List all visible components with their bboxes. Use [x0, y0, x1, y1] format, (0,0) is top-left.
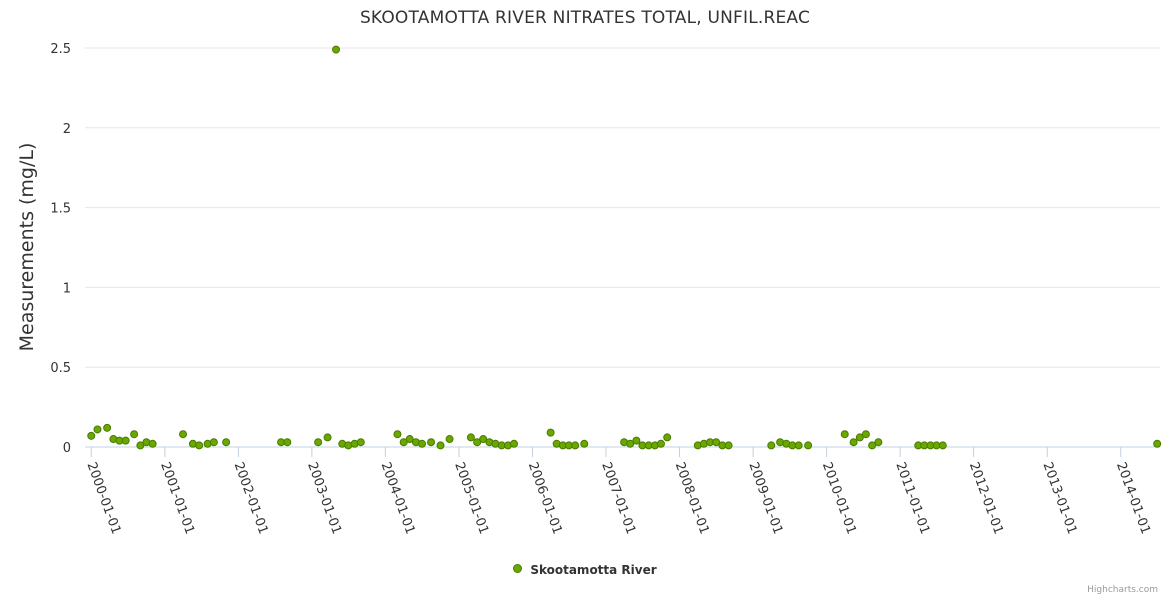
grid-layer	[85, 47, 1160, 448]
y-tick-label: 0	[63, 441, 71, 456]
y-tick-label: 2.5	[50, 42, 71, 57]
data-point[interactable]	[393, 430, 402, 439]
data-point[interactable]	[323, 433, 332, 442]
x-tick-label: 2000-01-01	[83, 460, 123, 536]
y-axis-label: Measurements (mg/L)	[16, 143, 38, 352]
x-tick-label: 2002-01-01	[231, 460, 271, 536]
x-axis: 2000-01-01 2001-01-01 2002-01-01 2003-01-01…	[83, 447, 1153, 536]
data-point[interactable]	[626, 439, 635, 448]
x-tick-label: 2011-01-01	[892, 460, 932, 536]
x-tick-label: 2008-01-01	[672, 460, 712, 536]
data-point[interactable]	[861, 430, 870, 439]
data-point[interactable]	[356, 438, 365, 447]
x-tick-label: 2013-01-01	[1040, 460, 1080, 536]
y-tick-label: 0.5	[50, 361, 71, 376]
data-point[interactable]	[405, 435, 414, 444]
x-tick-label: 2001-01-01	[157, 460, 197, 536]
x-tick-label: 2007-01-01	[598, 460, 638, 536]
y-tick-label: 1.5	[50, 202, 71, 217]
data-point[interactable]	[209, 438, 218, 447]
x-tick-label: 2005-01-01	[451, 460, 491, 536]
data-point[interactable]	[93, 425, 102, 434]
y-axis: 2.5 2 1.5 1 0.5 0	[50, 42, 71, 456]
data-point[interactable]	[222, 438, 231, 447]
x-tick-label: 2004-01-01	[378, 460, 418, 536]
data-point[interactable]	[663, 433, 672, 442]
data-point[interactable]	[724, 441, 733, 450]
x-tick-label: 2009-01-01	[745, 460, 785, 536]
legend-marker	[513, 564, 523, 573]
x-tick-label: 2012-01-01	[966, 460, 1006, 536]
data-point[interactable]	[804, 441, 813, 450]
legend[interactable]: Skootamotta River	[0, 563, 1170, 577]
data-point[interactable]	[148, 439, 157, 448]
x-tick-label: 2006-01-01	[525, 460, 565, 536]
data-point[interactable]	[794, 441, 803, 450]
data-point[interactable]	[632, 436, 641, 445]
data-point[interactable]	[656, 439, 665, 448]
data-point[interactable]	[855, 433, 864, 442]
x-tick-label: 2010-01-01	[819, 460, 859, 536]
data-point[interactable]	[938, 441, 947, 450]
data-point[interactable]	[436, 441, 445, 450]
x-tick-label: 2014-01-01	[1113, 460, 1153, 536]
y-tick-label: 2	[63, 122, 71, 137]
data-point[interactable]	[1153, 439, 1162, 448]
data-point[interactable]	[509, 439, 518, 448]
x-tick-label: 2003-01-01	[304, 460, 344, 536]
data-point[interactable]	[136, 441, 145, 450]
data-point[interactable]	[130, 430, 139, 439]
data-point[interactable]	[874, 438, 883, 447]
data-point[interactable]	[571, 441, 580, 450]
data-point[interactable]	[445, 435, 454, 444]
data-point[interactable]	[580, 439, 589, 448]
data-point[interactable]	[399, 438, 408, 447]
data-point[interactable]	[546, 428, 555, 437]
data-point[interactable]	[417, 439, 426, 448]
data-point[interactable]	[473, 438, 482, 447]
data-point[interactable]	[179, 430, 188, 439]
credits-link[interactable]: Highcharts.com	[1087, 585, 1158, 595]
legend-label[interactable]: Skootamotta River	[530, 563, 657, 577]
chart-title: SKOOTAMOTTA RIVER NITRATES TOTAL, UNFIL.…	[359, 8, 811, 28]
data-point[interactable]	[121, 436, 130, 445]
y-tick-label: 1	[63, 281, 71, 296]
data-point[interactable]	[87, 431, 96, 440]
data-point[interactable]	[427, 438, 436, 447]
data-point[interactable]	[466, 433, 475, 442]
data-point[interactable]	[195, 441, 204, 450]
data-point[interactable]	[103, 423, 112, 432]
data-point[interactable]	[479, 435, 488, 444]
data-point[interactable]	[314, 438, 323, 447]
data-point[interactable]	[840, 430, 849, 439]
scatter-series	[87, 45, 1162, 450]
data-point[interactable]	[712, 438, 721, 447]
data-point[interactable]	[849, 438, 858, 447]
data-point[interactable]	[332, 45, 341, 54]
data-point[interactable]	[868, 441, 877, 450]
data-point[interactable]	[283, 438, 292, 447]
data-point[interactable]	[767, 441, 776, 450]
